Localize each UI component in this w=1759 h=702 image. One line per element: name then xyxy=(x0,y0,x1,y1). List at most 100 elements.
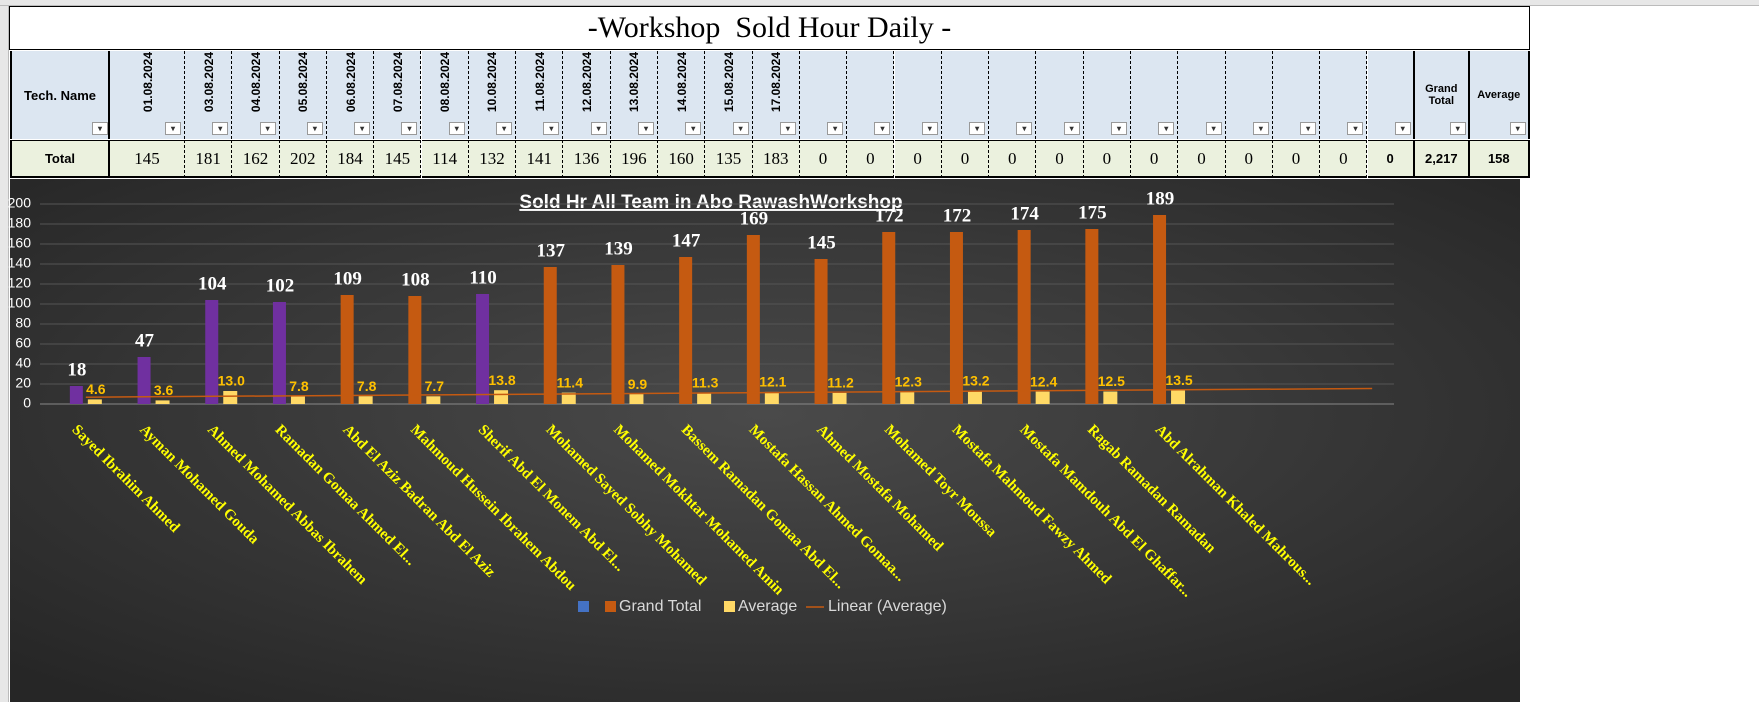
header-cell: ▾ xyxy=(1036,51,1084,139)
bar-label: 13.8 xyxy=(488,372,515,388)
filter-button[interactable]: ▾ xyxy=(496,122,513,135)
total-cell: 136 xyxy=(563,140,611,178)
filter-button[interactable]: ▾ xyxy=(637,122,654,135)
header-cell: ▾ xyxy=(1272,51,1321,139)
total-cell: 158 xyxy=(1469,140,1530,178)
filter-button[interactable]: ▾ xyxy=(165,122,181,135)
header-cell: ▾ xyxy=(847,51,895,139)
chart-background xyxy=(10,179,1520,702)
date-header: 12.08.2024 xyxy=(580,52,595,113)
trendline xyxy=(85,387,1373,398)
x-tick-label: Mostafa Mahmoud Fawzy Ahmed xyxy=(949,422,1115,588)
filter-button[interactable]: ▾ xyxy=(969,122,986,135)
filter-button[interactable]: ▾ xyxy=(685,122,702,135)
header-cell: 06.08.2024 ▾ xyxy=(326,51,375,139)
header-cell: 01.08.2024 ▾ xyxy=(110,51,185,139)
total-cell: 0 xyxy=(1178,140,1226,178)
header-cell: 17.08.2024 ▾ xyxy=(752,51,800,139)
x-tick-label: Abd El Aziz Badran Abd El Aziz xyxy=(339,422,498,581)
total-cell: 0 xyxy=(799,140,848,178)
filter-button[interactable]: ▾ xyxy=(1205,122,1222,135)
x-tick-label: Mohamed Mokhtar Mohamed Amin xyxy=(610,422,787,599)
bar xyxy=(1085,229,1099,404)
date-header: 15.08.2024 xyxy=(721,52,736,113)
filter-button[interactable]: ▾ xyxy=(590,122,607,135)
bar-label: 13.0 xyxy=(218,373,245,389)
total-cell: 181 xyxy=(185,140,233,178)
bar xyxy=(543,267,557,404)
header-cell: 15.08.2024 ▾ xyxy=(705,51,753,139)
bar xyxy=(1017,230,1031,404)
filter-button[interactable]: ▾ xyxy=(827,122,844,135)
filter-button[interactable]: ▾ xyxy=(779,122,796,135)
date-header: 04.08.2024 xyxy=(248,52,263,113)
bar xyxy=(832,392,847,404)
header-cell: ▾ xyxy=(1083,51,1131,139)
filter-button[interactable]: ▾ xyxy=(543,122,560,135)
bar-label: 13.5 xyxy=(1165,372,1192,388)
filter-button[interactable]: ▾ xyxy=(1509,122,1526,135)
total-cell: 0 xyxy=(1320,140,1368,178)
filter-button[interactable]: ▾ xyxy=(1252,122,1269,135)
bar-label: 47 xyxy=(135,330,155,351)
bar xyxy=(1035,391,1050,404)
date-header: 13.08.2024 xyxy=(627,52,642,113)
bar xyxy=(87,399,102,404)
filter-button[interactable]: ▾ xyxy=(306,122,323,135)
total-cell: 0 xyxy=(847,140,895,178)
header-cell: 14.08.2024 ▾ xyxy=(658,51,706,139)
date-header: 01.08.2024 xyxy=(140,52,155,113)
filter-button[interactable]: ▾ xyxy=(732,122,749,135)
filter-button[interactable]: ▾ xyxy=(1347,122,1364,135)
bar-label: 11.4 xyxy=(557,374,584,390)
filter-button[interactable]: ▾ xyxy=(1063,122,1080,135)
total-cell: 0 xyxy=(1272,140,1321,178)
total-cell: 0 xyxy=(941,140,990,178)
filter-button[interactable]: ▾ xyxy=(1300,122,1317,135)
bar xyxy=(272,302,286,404)
filter-button[interactable]: ▾ xyxy=(448,122,465,135)
bar-label: 3.6 xyxy=(154,382,174,398)
total-cell: 145 xyxy=(110,140,185,178)
bar-label: 110 xyxy=(469,267,496,288)
bar-label: 11.2 xyxy=(827,375,854,391)
filter-button[interactable]: ▾ xyxy=(921,122,938,135)
legend-label: Average xyxy=(738,598,797,615)
x-tick-label: Ramadan Gomaa Ahmed El... xyxy=(272,422,419,569)
column-header-strip xyxy=(0,0,1759,6)
header-label: Tech. Name xyxy=(23,87,96,103)
date-header: 07.08.2024 xyxy=(390,52,405,113)
title-band: -Workshop Sold Hour Daily - xyxy=(9,6,1530,50)
filter-button[interactable]: ▾ xyxy=(212,122,229,135)
total-cell: 0 xyxy=(1083,140,1131,178)
legend-label: Grand Total xyxy=(619,598,701,615)
bar xyxy=(814,259,828,404)
bar xyxy=(697,392,712,404)
header-cell: 12.08.2024 ▾ xyxy=(563,51,611,139)
filter-button[interactable]: ▾ xyxy=(1016,122,1033,135)
total-cell: 2,217 xyxy=(1414,140,1470,178)
filter-button[interactable]: ▾ xyxy=(1110,122,1127,135)
legend-label: Linear (Average) xyxy=(828,598,947,615)
filter-button[interactable]: ▾ xyxy=(92,122,108,135)
x-tick-label: Mohamed Toyr Moussa xyxy=(881,422,1000,541)
filter-button[interactable]: ▾ xyxy=(1394,122,1411,135)
filter-button[interactable]: ▾ xyxy=(1158,122,1175,135)
filter-button[interactable]: ▾ xyxy=(874,122,891,135)
bar xyxy=(358,396,373,404)
filter-button[interactable]: ▾ xyxy=(401,122,418,135)
filter-button[interactable]: ▾ xyxy=(259,122,276,135)
bar xyxy=(290,396,305,404)
filter-button[interactable]: ▾ xyxy=(1449,122,1466,135)
header-cell: ▾ xyxy=(1225,51,1273,139)
x-tick-label: Sayed Ibrahim Ahmed xyxy=(69,422,183,536)
header-cell: ▾ xyxy=(799,51,848,139)
total-cell: 145 xyxy=(374,140,422,178)
total-cell: 183 xyxy=(752,140,800,178)
bar-label: 13.2 xyxy=(962,373,989,389)
total-cell: 0 xyxy=(894,140,942,178)
y-tick-label: 200 xyxy=(8,195,32,211)
legend-swatch xyxy=(605,601,616,612)
filter-button[interactable]: ▾ xyxy=(354,122,371,135)
